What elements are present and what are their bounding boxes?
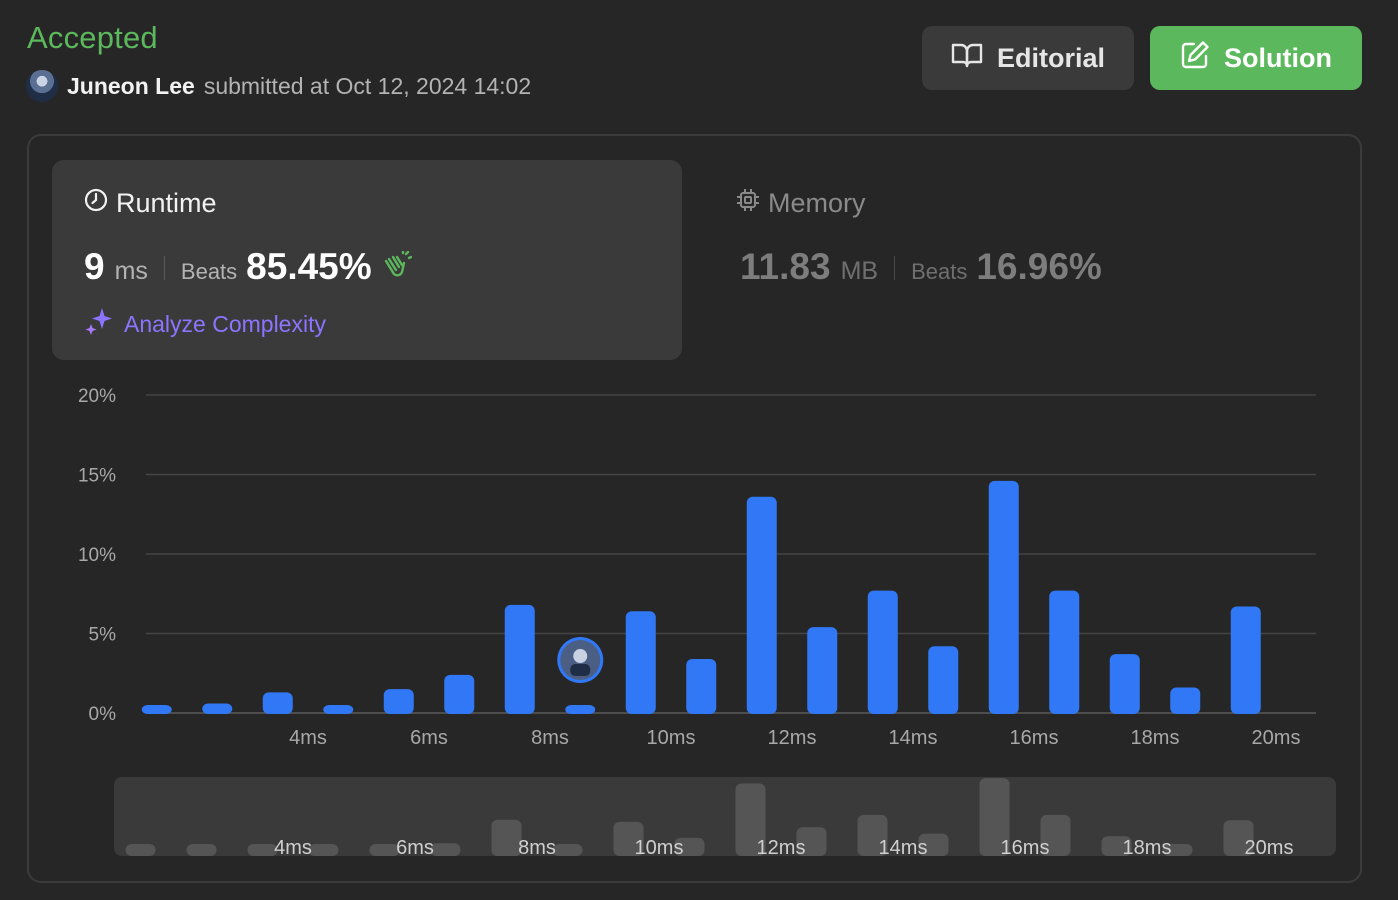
divider (894, 256, 896, 280)
edit-icon (1180, 40, 1210, 77)
memory-beats-label: Beats (911, 259, 968, 284)
solution-label: Solution (1224, 42, 1332, 73)
avatar[interactable] (26, 70, 58, 102)
divider (163, 256, 165, 280)
memory-metric: 11.83 MB Beats 16.96% (740, 246, 1102, 290)
results-panel (27, 134, 1362, 883)
runtime-metric: 9 ms Beats 85.45% (84, 246, 412, 290)
runtime-label: Runtime (116, 188, 217, 218)
editorial-button[interactable]: Editorial (922, 26, 1134, 90)
runtime-beats-value: 85.45% (246, 246, 372, 287)
memory-unit: MB (840, 257, 879, 285)
submission-status: Accepted (27, 20, 158, 55)
memory-label: Memory (768, 188, 866, 218)
sparkle-icon (84, 306, 114, 342)
editorial-label: Editorial (996, 42, 1105, 73)
submitter-line: Juneon Lee submitted at Oct 12, 2024 14:… (26, 70, 531, 102)
submitted-at-text: submitted at Oct 12, 2024 14:02 (203, 72, 532, 99)
clock-icon (84, 188, 108, 219)
runtime-title: Runtime (84, 188, 217, 219)
user-name[interactable]: Juneon Lee (67, 72, 195, 99)
chip-icon (736, 188, 760, 219)
runtime-unit: ms (114, 257, 148, 285)
solution-button[interactable]: Solution (1150, 26, 1362, 90)
runtime-card[interactable] (52, 160, 682, 360)
analyze-complexity-link[interactable]: Analyze Complexity (84, 306, 326, 342)
clap-icon (380, 249, 412, 286)
memory-title[interactable]: Memory (736, 188, 866, 219)
runtime-beats-label: Beats (180, 259, 238, 284)
book-icon (951, 42, 983, 75)
memory-value: 11.83 (740, 246, 831, 287)
runtime-value: 9 (84, 246, 105, 287)
memory-beats-value: 16.96% (976, 246, 1102, 287)
analyze-complexity-label: Analyze Complexity (124, 310, 326, 337)
